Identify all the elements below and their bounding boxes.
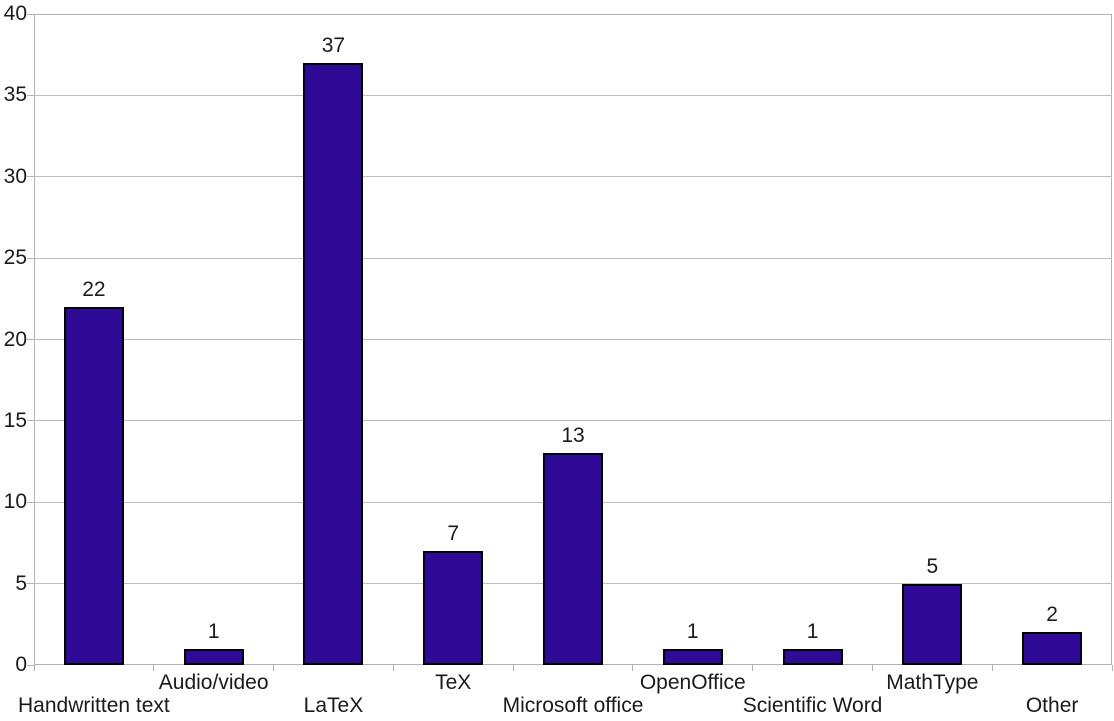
category-label: TeX (435, 671, 472, 694)
x-axis-tick (153, 665, 155, 671)
y-axis-tick (27, 257, 34, 259)
x-axis-tick (33, 665, 35, 671)
y-axis-tick (27, 664, 34, 666)
bar-value-label: 37 (321, 33, 346, 57)
bar (662, 648, 723, 665)
bar (183, 648, 244, 665)
y-axis-label: 10 (3, 490, 27, 514)
bar-value-label: 1 (806, 619, 819, 643)
x-axis-tick (752, 665, 754, 671)
bar (303, 62, 364, 665)
x-axis-tick (512, 665, 514, 671)
y-axis-label: 0 (15, 653, 27, 676)
x-axis-tick (1111, 665, 1113, 671)
y-axis-label: 35 (3, 83, 27, 107)
x-axis-tick (871, 665, 873, 671)
gridline (34, 420, 1112, 422)
category-label: Handwritten text (18, 694, 170, 717)
bar-value-label: 22 (82, 277, 106, 301)
category-label: Audio/video (158, 671, 269, 694)
y-axis-tick (27, 13, 34, 15)
y-axis-tick (27, 176, 34, 178)
category-label: Other (1025, 694, 1079, 717)
category-label: OpenOffice (639, 671, 746, 694)
y-axis-tick (27, 94, 34, 96)
y-axis-tick (27, 339, 34, 340)
bar-value-label: 1 (207, 619, 220, 643)
y-axis-label: 5 (15, 571, 27, 595)
gridline (34, 339, 1112, 340)
x-axis-tick (273, 665, 275, 671)
y-axis-label: 20 (3, 327, 27, 351)
bar-value-label: 1 (686, 619, 699, 643)
x-axis-tick (991, 665, 993, 671)
y-axis-label: 40 (3, 2, 27, 25)
y-axis-label: 25 (3, 246, 27, 270)
bar-value-label: 13 (561, 424, 585, 448)
y-axis-label: 15 (3, 408, 27, 432)
bar (782, 648, 843, 665)
bar (543, 453, 603, 665)
bar (423, 551, 484, 665)
y-axis-label: 30 (3, 164, 27, 188)
bar (902, 583, 963, 665)
category-label: LaTeX (303, 694, 364, 717)
bar-value-label: 2 (1046, 603, 1058, 627)
category-label: Microsoft office (502, 694, 644, 717)
gridline (34, 176, 1112, 178)
bar (1022, 632, 1083, 665)
x-axis-tick (632, 665, 634, 671)
category-label: MathType (886, 671, 979, 694)
y-axis-tick (27, 420, 34, 422)
gridline (34, 257, 1112, 259)
category-label: Scientific Word (742, 694, 883, 717)
gridline (34, 94, 1112, 96)
bar-value-label: 5 (926, 554, 939, 578)
y-axis-tick (27, 501, 34, 503)
bar-value-label: 7 (447, 522, 460, 546)
bar (63, 306, 124, 665)
x-axis-tick (392, 665, 394, 671)
y-axis-tick (27, 583, 34, 585)
